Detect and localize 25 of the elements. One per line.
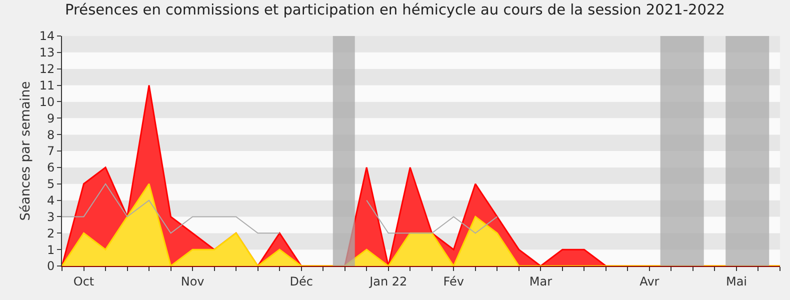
y-tick-label: 8 <box>46 128 55 142</box>
y-tick-label: 0 <box>46 259 55 274</box>
y-tick-label: 4 <box>46 193 55 208</box>
x-tick-label: Mar <box>529 274 552 288</box>
y-tick-label: 6 <box>46 160 55 175</box>
y-tick-label: 7 <box>46 144 55 158</box>
y-axis-title: Séances par semaine <box>18 81 34 221</box>
x-tick-label: Oct <box>73 274 94 288</box>
x-tick-label: Déc <box>290 274 313 288</box>
chart-title: Présences en commissions et participation en hémicycle au cours de la session 2021-2022 <box>65 2 725 19</box>
x-tick-label: Mai <box>726 274 748 288</box>
y-tick-label: 2 <box>46 226 55 240</box>
x-tick-label: Fév <box>443 274 464 288</box>
y-tick-label: 12 <box>39 62 55 76</box>
x-tick-label: Jan 22 <box>368 274 408 288</box>
y-tick-label: 13 <box>39 46 55 60</box>
y-tick-label: 14 <box>39 29 55 44</box>
x-tick-label: Nov <box>180 274 204 288</box>
y-tick-label: 9 <box>46 111 55 126</box>
y-tick-label: 1 <box>46 242 55 257</box>
y-tick-label: 5 <box>46 177 55 192</box>
y-tick-label: 11 <box>39 78 55 92</box>
x-tick-label: Avr <box>640 274 660 288</box>
y-tick-label: 3 <box>46 210 55 224</box>
y-tick-label: 10 <box>39 94 55 109</box>
